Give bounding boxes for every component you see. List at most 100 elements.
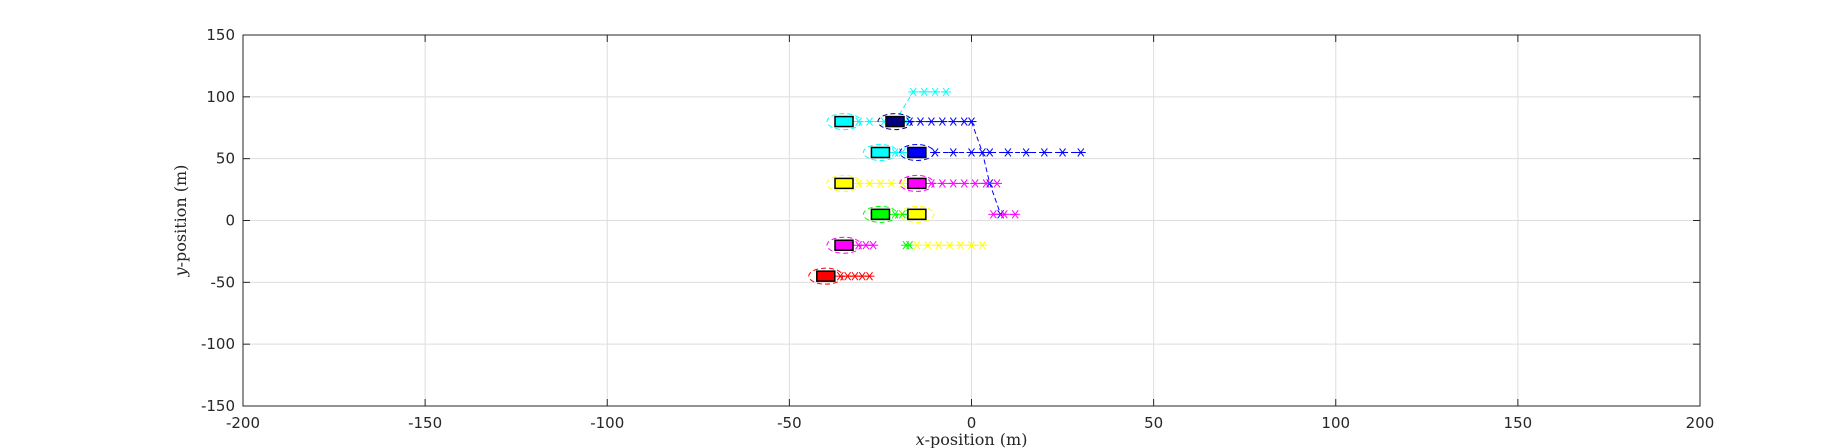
- y-tick-label: 100: [206, 88, 235, 106]
- trajectory-point: [999, 210, 1010, 219]
- vehicle-box: [870, 146, 891, 159]
- trajectory-point: [977, 148, 988, 157]
- trajectory-point: [977, 240, 988, 250]
- vehicle-box: [834, 239, 854, 251]
- trajectory-point: [948, 179, 959, 188]
- y-axis-label-var: y: [171, 266, 190, 277]
- x-tick-label: 100: [1321, 414, 1350, 432]
- y-tick-label: 0: [225, 212, 235, 230]
- trajectory-point: [941, 87, 952, 97]
- vehicle-box: [907, 146, 927, 159]
- trajectory-line: [971, 121, 1002, 215]
- vehicle-marker: [826, 113, 862, 131]
- vehicle-box: [907, 208, 927, 221]
- trajectory-point: [948, 148, 959, 157]
- x-tick-label: 200: [1686, 414, 1715, 432]
- trajectory-point: [864, 271, 875, 281]
- x-axis-label-var: x: [916, 430, 925, 448]
- trajectory-point: [908, 87, 919, 97]
- x-tick-label: -200: [226, 414, 260, 432]
- vehicle-ellipse: [826, 174, 862, 192]
- vehicle-marker: [899, 174, 935, 192]
- vehicle-ellipse: [899, 143, 935, 161]
- x-axis-label-rest: -position (m): [925, 430, 1028, 448]
- trajectory-point: [1021, 148, 1032, 157]
- trajectory-point: [915, 117, 926, 126]
- y-tick-label: 50: [216, 150, 235, 168]
- vehicle-marker: [808, 267, 844, 285]
- trajectory-point: [981, 179, 992, 188]
- trajectory-point: [1057, 148, 1068, 157]
- trajectory-point: [864, 117, 875, 126]
- x-tick-label: 50: [1144, 414, 1163, 432]
- vehicle-ellipse: [808, 267, 844, 285]
- trajectory-point: [948, 117, 959, 126]
- y-tick-label: 150: [206, 26, 235, 44]
- trajectory-point: [988, 210, 999, 219]
- trajectory-point: [930, 87, 941, 97]
- vehicle-ellipse: [899, 205, 935, 223]
- y-axis-label: y-position (m): [171, 165, 190, 278]
- vehicle-ellipse: [862, 205, 898, 223]
- x-tick-label: -50: [777, 414, 802, 432]
- trajectory-point: [875, 179, 886, 188]
- trajectory-point: [1010, 210, 1021, 219]
- vehicle-box: [870, 208, 891, 221]
- vehicle-ellipse: [826, 113, 862, 131]
- trajectory-point: [959, 179, 970, 188]
- trajectory-point: [991, 179, 1002, 188]
- trajectory-point: [1039, 148, 1050, 157]
- trajectory-point: [1002, 148, 1013, 157]
- y-tick-labels: -150 -100 -50 0 50 100 150: [201, 26, 235, 415]
- x-tick-label: 150: [1504, 414, 1533, 432]
- axis-ticks: [242, 34, 1701, 407]
- trajectory-point: [933, 240, 944, 250]
- y-tick-label: -150: [201, 397, 235, 415]
- vehicle-marker: [877, 113, 913, 131]
- trajectory-point: [922, 240, 933, 250]
- y-tick-label: -100: [201, 335, 235, 353]
- vehicle-ellipse: [877, 113, 913, 131]
- trajectory-point: [966, 148, 977, 157]
- trajectory-series: [930, 148, 1086, 157]
- vehicle-marker: [899, 205, 935, 223]
- trajectory-point: [970, 179, 981, 188]
- vehicle-box: [834, 115, 854, 128]
- vehicle-marker: [826, 174, 862, 192]
- trajectory-series: [926, 179, 1002, 188]
- y-axis-label-rest: -position (m): [171, 165, 190, 268]
- x-tick-label: -100: [590, 414, 624, 432]
- vehicle-marker: [862, 143, 898, 161]
- trajectory-point: [937, 179, 948, 188]
- trajectory-series: [988, 210, 1021, 219]
- trajectory-series: [904, 117, 970, 126]
- trajectory-point: [919, 87, 930, 97]
- vehicle-marker: [899, 143, 935, 161]
- vehicle-box: [816, 270, 836, 282]
- trajectory-series: [853, 179, 908, 188]
- x-tick-label: -150: [408, 414, 442, 432]
- vehicle-ellipse: [899, 174, 935, 192]
- trajectory-point: [911, 240, 922, 250]
- vehicle-box: [907, 177, 927, 190]
- y-tick-label: -50: [211, 273, 236, 291]
- vehicle-box: [834, 177, 854, 190]
- trajectory-point: [966, 240, 977, 250]
- trajectory-point: [886, 179, 897, 188]
- trajectory-point: [868, 240, 879, 250]
- vehicle-ellipse: [826, 236, 862, 254]
- vehicle-marker: [826, 236, 862, 254]
- trajectory-point: [937, 117, 948, 126]
- trajectory-point: [966, 117, 977, 126]
- trajectory-series: [900, 240, 915, 250]
- x-axis-label: x-position (m): [916, 430, 1028, 448]
- x-tick-label: 0: [967, 414, 977, 432]
- trajectory-series: [853, 240, 879, 250]
- trajectory-point: [955, 240, 966, 250]
- trajectory-point: [944, 240, 955, 250]
- x-tick-labels: -200 -150 -100 -50 0 50 100 150 200: [226, 414, 1714, 432]
- vehicle-layer: [808, 113, 935, 285]
- trajectory-point: [1075, 148, 1086, 157]
- trajectory-point: [864, 179, 875, 188]
